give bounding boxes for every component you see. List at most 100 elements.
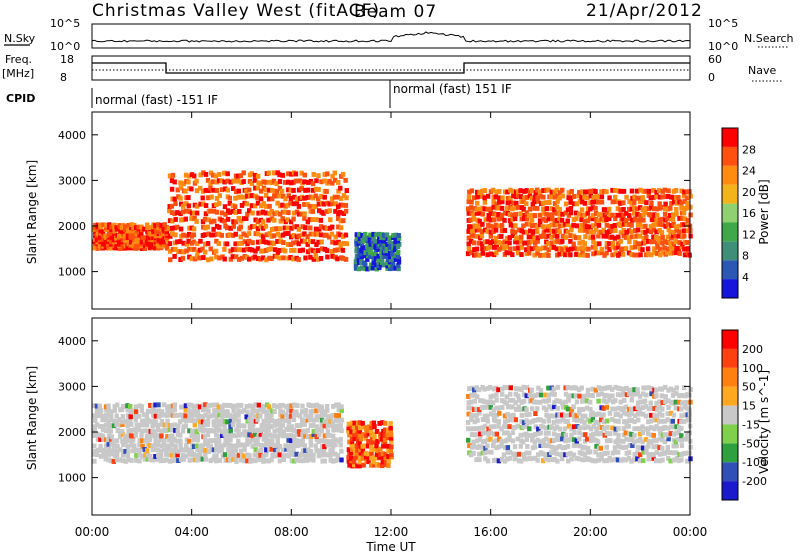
- heatmap-cell: [643, 205, 648, 211]
- heatmap-cell: [568, 210, 574, 216]
- heatmap-cell: [648, 195, 653, 201]
- heatmap-cell: [308, 449, 314, 454]
- heatmap-cell: [663, 399, 668, 405]
- y-tick-label: 4000: [58, 129, 86, 142]
- heatmap-cell: [179, 404, 184, 410]
- heatmap-cell: [288, 200, 293, 206]
- heatmap-cell: [317, 208, 322, 214]
- heatmap-cell: [632, 205, 637, 211]
- heatmap-cell: [322, 458, 327, 464]
- heatmap-cell: [552, 392, 557, 397]
- heatmap-cell: [571, 452, 577, 458]
- heatmap-cell: [630, 234, 635, 240]
- heatmap-cell: [491, 229, 496, 234]
- heatmap-cell: [474, 412, 479, 418]
- heatmap-cell: [638, 187, 643, 193]
- heatmap-cell: [353, 263, 359, 269]
- heatmap-cell: [572, 430, 577, 435]
- heatmap-cell: [519, 216, 524, 222]
- heatmap-cell: [319, 417, 325, 423]
- heatmap-cell: [217, 418, 222, 424]
- heatmap-cell: [261, 423, 266, 428]
- heatmap-cell: [177, 419, 183, 424]
- heatmap-cell: [245, 211, 250, 217]
- heatmap-cell: [114, 235, 119, 241]
- heatmap-cell: [632, 426, 637, 432]
- heatmap-cell: [286, 231, 291, 236]
- heatmap-cell: [515, 189, 521, 195]
- heatmap-cell: [277, 185, 283, 191]
- heatmap-cell: [640, 247, 645, 253]
- heatmap-cell: [526, 234, 532, 240]
- heatmap-cell: [140, 453, 145, 459]
- heatmap-cell: [239, 203, 245, 208]
- heatmap-cell: [652, 239, 657, 245]
- heatmap-cell: [648, 224, 654, 229]
- heatmap-cell: [315, 248, 321, 253]
- heatmap-cell: [676, 458, 681, 464]
- heatmap-cell: [206, 231, 211, 237]
- heatmap-cell: [621, 457, 626, 463]
- heatmap-cell: [472, 392, 477, 398]
- heatmap-cell: [349, 439, 355, 445]
- colorbar-frame: [721, 329, 739, 501]
- heatmap-cell: [273, 447, 278, 453]
- heatmap-cell: [507, 404, 513, 410]
- heatmap-cell: [679, 413, 684, 419]
- heatmap-cell: [280, 216, 285, 222]
- heatmap-cell: [535, 457, 540, 463]
- heatmap-cell: [308, 403, 313, 408]
- heatmap-cell: [250, 210, 255, 216]
- colorbar-tick-label: 20: [742, 186, 756, 199]
- heatmap-cell: [293, 178, 299, 184]
- heatmap-cell: [594, 227, 599, 233]
- heatmap-cell: [332, 247, 338, 253]
- heatmap-cell: [192, 412, 197, 418]
- heatmap-cell: [671, 212, 676, 218]
- heatmap-cell: [357, 420, 363, 426]
- heatmap-cell: [682, 252, 688, 258]
- heatmap-cell: [546, 430, 551, 436]
- heatmap-cell: [480, 188, 485, 194]
- heatmap-cell: [385, 260, 390, 266]
- heatmap-cell: [396, 250, 401, 255]
- heatmap-cell: [252, 437, 258, 443]
- heatmap-cell: [357, 428, 363, 434]
- heatmap-cell: [671, 400, 676, 406]
- heatmap-cell: [344, 241, 350, 247]
- heatmap-cell: [671, 412, 677, 418]
- heatmap-cell: [526, 213, 532, 218]
- heatmap-cell: [216, 448, 222, 454]
- heatmap-cell: [145, 225, 150, 231]
- heatmap-cell: [170, 246, 176, 252]
- heatmap-cell: [654, 437, 659, 443]
- heatmap-cell: [169, 178, 175, 184]
- heatmap-cell: [620, 216, 626, 222]
- heatmap-cell: [393, 239, 398, 244]
- heatmap-cell: [303, 187, 308, 193]
- heatmap-cell: [98, 424, 103, 429]
- heatmap-cell: [303, 418, 308, 424]
- heatmap-cell: [467, 443, 472, 449]
- heatmap-cell: [286, 193, 291, 199]
- heatmap-cell: [363, 250, 368, 256]
- heatmap-cell: [143, 452, 148, 458]
- heatmap-cell: [329, 249, 335, 254]
- heatmap-cell: [349, 429, 354, 435]
- heatmap-cell: [515, 423, 521, 429]
- heatmap-cell: [648, 412, 654, 418]
- heatmap-cell: [153, 419, 159, 425]
- heatmap-cell: [660, 194, 665, 200]
- heatmap-cell: [336, 418, 342, 423]
- heatmap-cell: [391, 233, 396, 238]
- heatmap-cell: [167, 208, 172, 214]
- heatmap-cell: [280, 417, 286, 423]
- heatmap-cell: [537, 218, 543, 224]
- heatmap-cell: [205, 177, 211, 183]
- heatmap-cell: [319, 409, 324, 414]
- heatmap-cell: [211, 203, 217, 209]
- heatmap-cell: [308, 417, 313, 423]
- heatmap-cell: [665, 240, 670, 245]
- heatmap-cell: [393, 265, 398, 271]
- heatmap-cell: [201, 255, 206, 260]
